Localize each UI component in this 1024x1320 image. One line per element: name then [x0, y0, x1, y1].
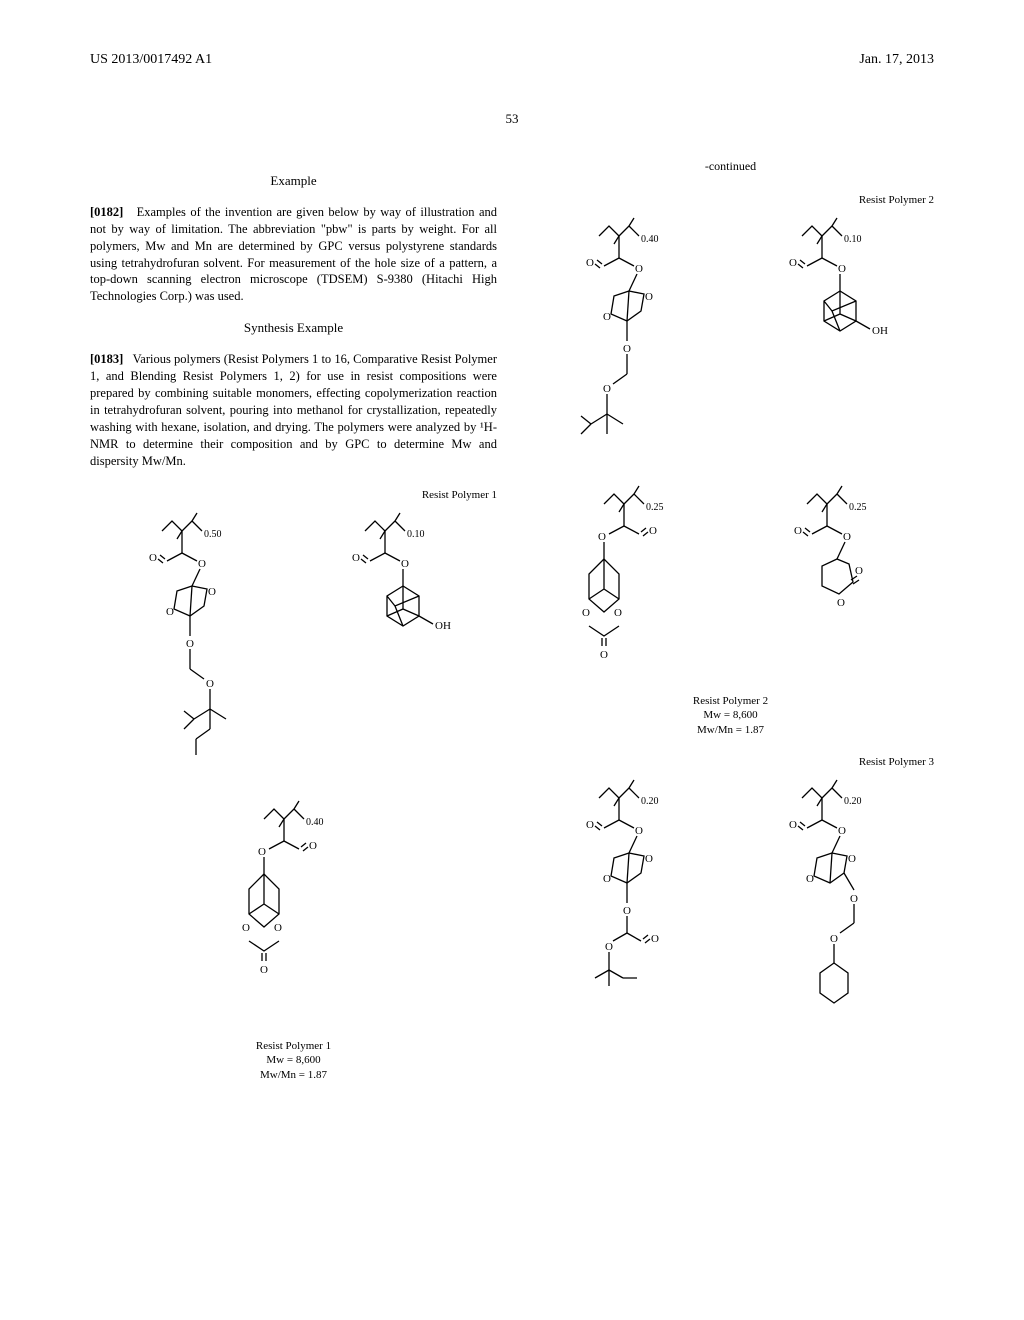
polymer1-caption-mw: Mw = 8,600 [266, 1054, 320, 1066]
svg-text:O: O [850, 893, 858, 905]
polymer1-structures-top: 0.50 O O O O O [90, 511, 497, 791]
svg-text:O: O [206, 678, 214, 690]
svg-text:O: O [605, 941, 613, 953]
left-column: Example [0182] Examples of the invention… [90, 158, 497, 1098]
svg-text:O: O [794, 525, 802, 537]
svg-text:O: O [645, 853, 653, 865]
svg-text:O: O [598, 531, 606, 543]
svg-text:O: O [166, 606, 174, 618]
svg-text:OH: OH [872, 325, 888, 337]
svg-text:O: O [855, 565, 863, 577]
svg-text:O: O [208, 586, 216, 598]
page-header: US 2013/0017492 A1 Jan. 17, 2013 [90, 50, 934, 70]
svg-text:O: O [586, 819, 594, 831]
paragraph-0182: [0182] Examples of the invention are giv… [90, 204, 497, 305]
page-number: 53 [90, 110, 934, 128]
svg-text:O: O [186, 638, 194, 650]
svg-text:0.10: 0.10 [407, 529, 425, 540]
svg-text:O: O [401, 558, 409, 570]
svg-text:O: O [645, 291, 653, 303]
svg-text:O: O [623, 905, 631, 917]
svg-text:O: O [274, 922, 282, 934]
chem-structure-p1-010: 0.10 O O OH [315, 511, 475, 711]
svg-text:O: O [309, 840, 317, 852]
svg-text:O: O [258, 846, 266, 858]
svg-text:0.25: 0.25 [646, 502, 664, 513]
para-text-0182: Examples of the invention are given belo… [90, 205, 497, 303]
svg-text:O: O [789, 257, 797, 269]
polymer2-caption-name: Resist Polymer 2 [693, 695, 768, 707]
polymer1-caption-mwmn: Mw/Mn = 1.87 [260, 1069, 327, 1081]
publication-number: US 2013/0017492 A1 [90, 50, 212, 70]
para-number-0182: [0182] [90, 205, 123, 219]
svg-text:0.40: 0.40 [306, 817, 324, 828]
continued-label: -continued [527, 158, 934, 175]
chem-structure-p3-020a: 0.20 O O O O O O [549, 778, 709, 1028]
paragraph-0183: [0183] Various polymers (Resist Polymers… [90, 351, 497, 469]
polymer1-caption-name: Resist Polymer 1 [256, 1040, 331, 1052]
synthesis-heading: Synthesis Example [90, 319, 497, 337]
svg-text:O: O [789, 819, 797, 831]
svg-text:0.40: 0.40 [641, 234, 659, 245]
polymer1-caption: Resist Polymer 1 Mw = 8,600 Mw/Mn = 1.87 [90, 1039, 497, 1082]
svg-text:O: O [600, 649, 608, 661]
right-column: -continued Resist Polymer 2 0.40 O O O [527, 158, 934, 1098]
svg-text:O: O [614, 607, 622, 619]
svg-text:OH: OH [435, 620, 451, 632]
chem-structure-p2-010: 0.10 O O OH [752, 216, 912, 416]
svg-text:O: O [623, 343, 631, 355]
chem-structure-p2-040: 0.40 O O O O O O [549, 216, 709, 476]
svg-text:O: O [603, 383, 611, 395]
svg-text:O: O [837, 597, 845, 609]
polymer2-structures-bottom: 0.25 O O O O O [527, 484, 934, 684]
polymer3-structures: 0.20 O O O O O O [527, 778, 934, 1058]
svg-text:O: O [830, 933, 838, 945]
example-heading: Example [90, 172, 497, 190]
polymer2-caption-mw: Mw = 8,600 [703, 709, 757, 721]
svg-text:O: O [838, 825, 846, 837]
svg-text:0.25: 0.25 [849, 502, 867, 513]
chem-structure-p1-050: 0.50 O O O O O [112, 511, 272, 791]
svg-text:O: O [838, 263, 846, 275]
svg-text:O: O [843, 531, 851, 543]
publication-date: Jan. 17, 2013 [859, 50, 934, 70]
polymer1-label: Resist Polymer 1 [90, 488, 497, 503]
svg-text:O: O [242, 922, 250, 934]
svg-text:O: O [848, 853, 856, 865]
polymer3-label: Resist Polymer 3 [527, 755, 934, 770]
svg-text:0.10: 0.10 [844, 234, 862, 245]
svg-text:0.20: 0.20 [844, 796, 862, 807]
svg-text:O: O [635, 263, 643, 275]
polymer2-label: Resist Polymer 2 [527, 193, 934, 208]
svg-text:O: O [806, 873, 814, 885]
svg-text:O: O [586, 257, 594, 269]
svg-text:O: O [149, 552, 157, 564]
svg-text:O: O [603, 311, 611, 323]
svg-text:O: O [635, 825, 643, 837]
svg-text:O: O [651, 933, 659, 945]
para-number-0183: [0183] [90, 352, 123, 366]
chem-structure-p2-025b: 0.25 O O O O [757, 484, 907, 654]
svg-text:O: O [649, 525, 657, 537]
svg-text:O: O [260, 964, 268, 976]
svg-text:O: O [582, 607, 590, 619]
svg-text:O: O [198, 558, 206, 570]
para-text-0183: Various polymers (Resist Polymers 1 to 1… [90, 352, 497, 467]
chem-structure-p3-020b: 0.20 O O O O O O [752, 778, 912, 1058]
svg-text:O: O [352, 552, 360, 564]
polymer2-structures-top: 0.40 O O O O O O [527, 216, 934, 476]
polymer2-caption-mwmn: Mw/Mn = 1.87 [697, 724, 764, 736]
chem-structure-p2-025a: 0.25 O O O O O [554, 484, 704, 684]
svg-text:0.50: 0.50 [204, 529, 222, 540]
svg-text:0.20: 0.20 [641, 796, 659, 807]
two-column-layout: Example [0182] Examples of the invention… [90, 158, 934, 1098]
polymer1-structures-bottom: 0.40 O O O O O [90, 799, 497, 1029]
svg-text:O: O [603, 873, 611, 885]
chem-structure-p1-040: 0.40 O O O O O [214, 799, 374, 1029]
polymer2-caption: Resist Polymer 2 Mw = 8,600 Mw/Mn = 1.87 [527, 694, 934, 737]
